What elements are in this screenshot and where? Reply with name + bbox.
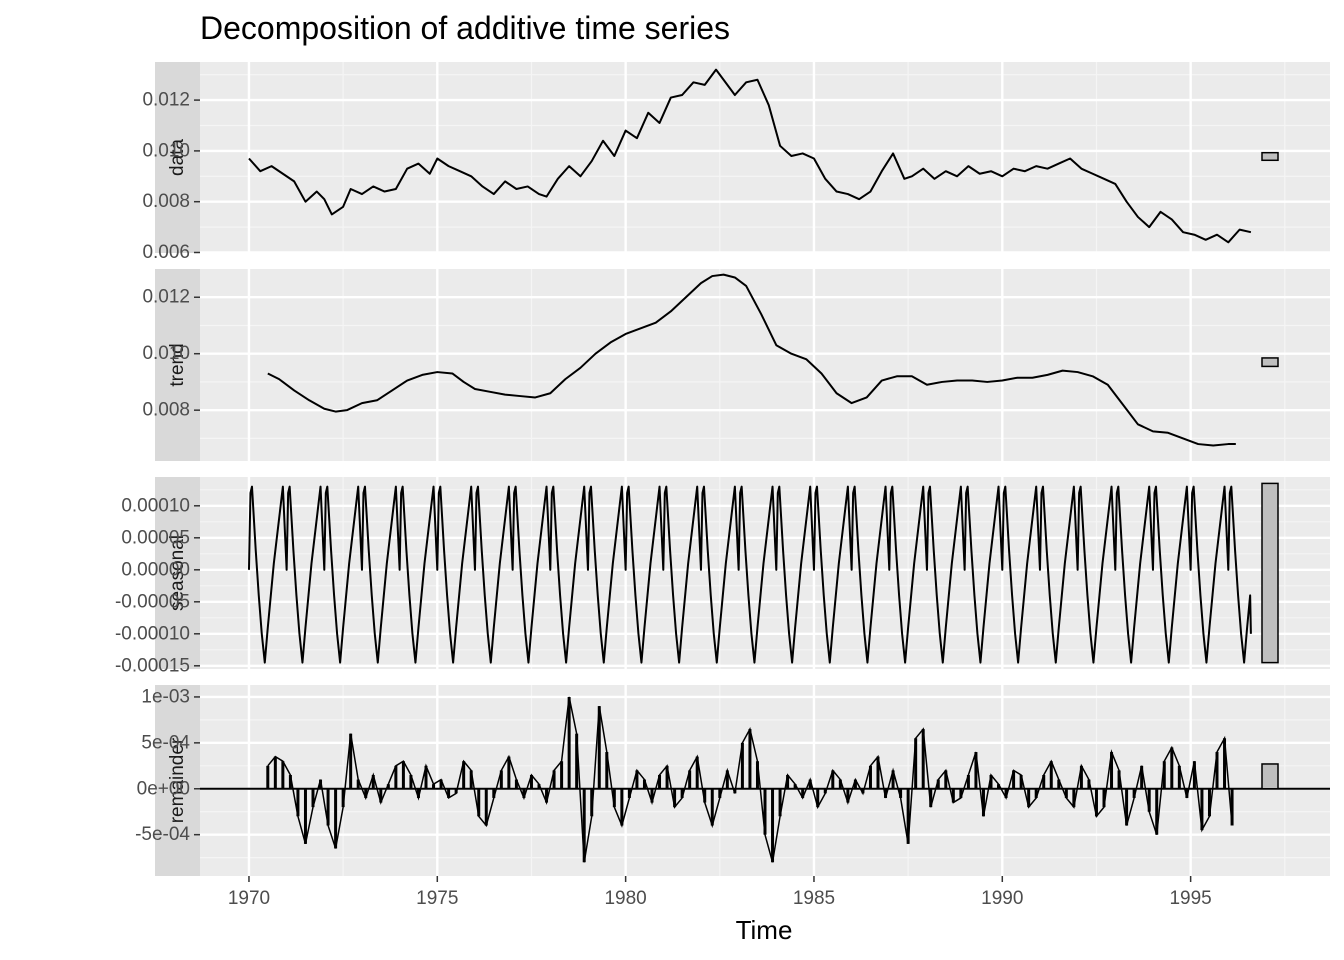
seasonal-line xyxy=(247,485,1252,664)
remainder-line xyxy=(267,696,1233,863)
x-tick-label: 1985 xyxy=(793,888,835,909)
range-bar-remainder xyxy=(1261,763,1279,790)
trend-line xyxy=(267,273,1236,447)
x-tick-label: 1970 xyxy=(228,888,270,909)
y-tick-label: -0.00010 xyxy=(115,623,190,644)
y-tick-label: 0.008 xyxy=(142,191,190,212)
y-tick-label: 0.006 xyxy=(142,242,190,263)
panel-data: data 0.006 0.008 0.010 0.012 xyxy=(142,62,1330,263)
panel-background xyxy=(200,685,1330,876)
y-tick-label: 0.00010 xyxy=(121,495,190,516)
panel-trend: trend 0.008 0.010 0.012 xyxy=(142,269,1330,461)
x-tick-label: 1980 xyxy=(604,888,646,909)
x-tick-label: 1975 xyxy=(416,888,458,909)
panel-background xyxy=(200,269,1330,461)
y-tick-label: 0.00005 xyxy=(121,527,190,548)
y-tick-label: 0.012 xyxy=(142,90,190,111)
y-tick-label: 0.010 xyxy=(142,140,190,161)
strip-label-data: data xyxy=(167,139,188,176)
y-tick-label: -5e-04 xyxy=(135,824,190,845)
range-bar-trend xyxy=(1261,357,1279,368)
x-axis-title: Time xyxy=(736,915,793,945)
y-tick-label: 0.008 xyxy=(142,400,190,421)
x-tick-label: 1995 xyxy=(1169,888,1211,909)
panel-strip xyxy=(155,685,200,876)
y-tick-label: 0.00000 xyxy=(121,559,190,580)
chart-title: Decomposition of additive time series xyxy=(200,10,730,46)
panel-strip xyxy=(155,477,200,669)
y-tick-label: -0.00005 xyxy=(115,591,190,612)
range-bar-seasonal xyxy=(1261,482,1279,664)
y-tick-label: 5e-04 xyxy=(141,732,190,753)
range-bar-data xyxy=(1261,151,1279,162)
strip-label-remainder: remainder xyxy=(167,737,188,823)
y-tick-label: 0e+00 xyxy=(137,778,190,799)
y-tick-label: 0.010 xyxy=(142,343,190,364)
panel-strip xyxy=(155,62,200,253)
data-line xyxy=(248,68,1252,244)
panel-background xyxy=(200,477,1330,669)
x-axis: 1970 1975 1980 1985 1990 1995 xyxy=(228,876,1212,909)
panel-strip xyxy=(155,269,200,461)
panel-background xyxy=(200,62,1330,253)
panel-seasonal: seasonal 0.00010 0.00005 0.00000 -0.00005 -0.… xyxy=(115,477,1330,676)
panels-group: data 0.006 0.008 0.010 0.012 trend 0.008 0.010 0… xyxy=(115,62,1330,876)
y-tick-label: -0.00015 xyxy=(115,655,190,676)
strip-label-trend: trend xyxy=(167,343,188,386)
panel-remainder: remainder 1e-03 5e-04 0e+00 -5e-04 xyxy=(135,685,1330,876)
x-tick-label: 1990 xyxy=(981,888,1023,909)
y-tick-label: 0.012 xyxy=(142,287,190,308)
strip-label-seasonal: seasonal xyxy=(167,535,188,611)
y-tick-label: 1e-03 xyxy=(141,686,190,707)
